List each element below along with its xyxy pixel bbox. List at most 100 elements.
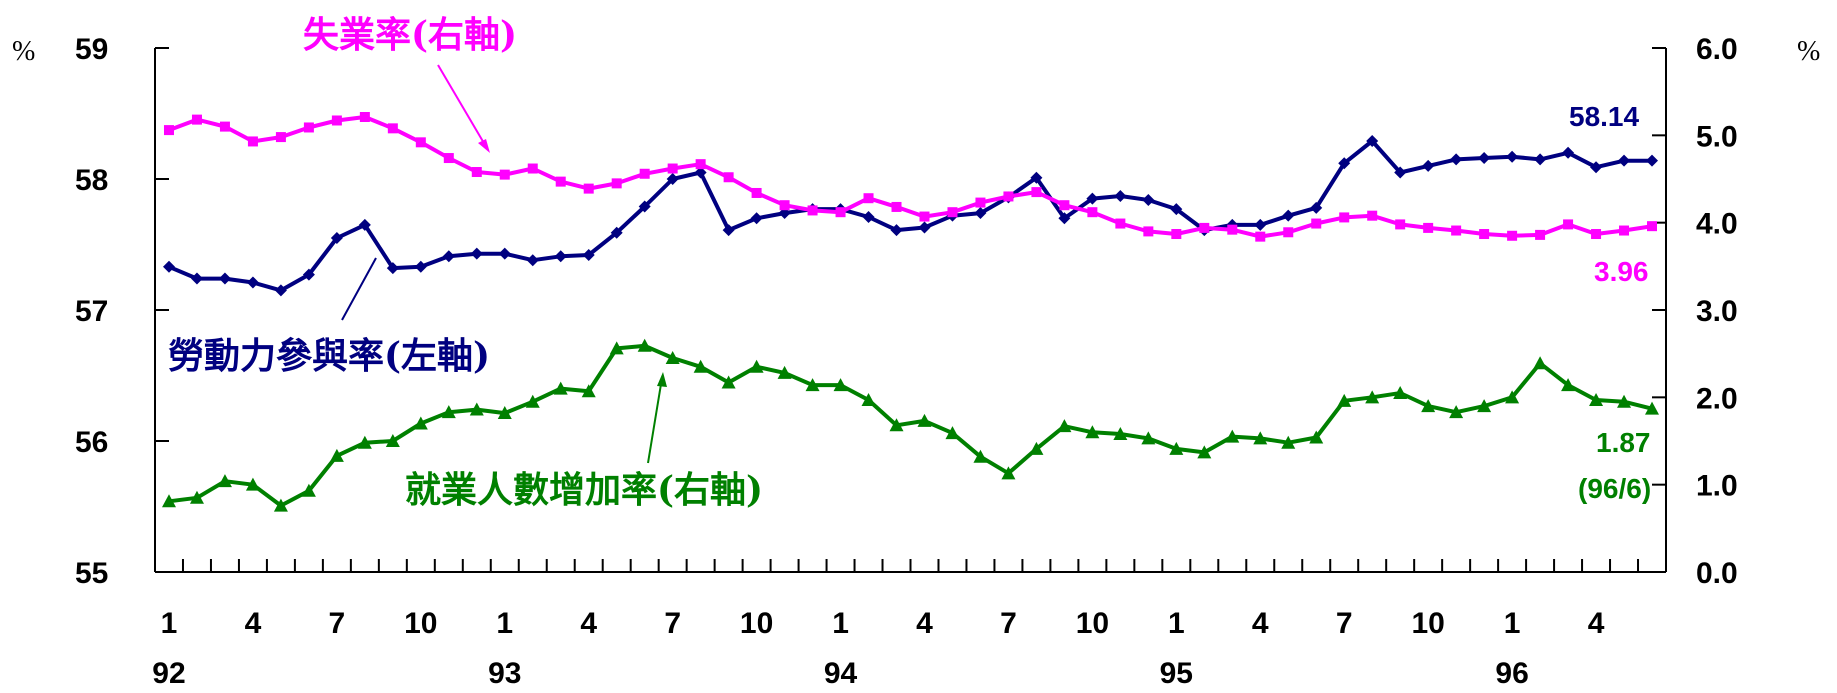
callout-arrow-employment-growth [647,377,663,464]
series-marker-1 [1087,207,1098,218]
end-sub-label-employment-growth: (96/6) [1578,473,1651,504]
series-marker-2 [1225,429,1240,443]
series-marker-1 [1423,222,1434,233]
series-marker-1 [303,122,314,133]
series-marker-2 [693,359,708,373]
series-marker-2 [1561,378,1576,392]
series-marker-0 [442,250,455,263]
series-marker-0 [862,210,875,223]
series-marker-0 [1338,157,1351,170]
series-marker-2 [777,365,792,379]
callout-arrowhead-employment-growth [657,372,667,387]
x-axis-year-label: 93 [488,657,521,690]
left-axis-tick-label: 57 [75,295,108,328]
series-marker-0 [1366,135,1379,148]
series-marker-0 [246,276,259,289]
x-axis-tick-label: 1 [496,607,513,640]
series-marker-2 [329,448,344,462]
series-marker-2 [1505,390,1520,404]
series-marker-1 [1143,226,1154,237]
series-marker-1 [1395,219,1406,230]
series-marker-2 [1617,394,1632,408]
x-axis-tick-label: 1 [161,607,178,640]
series-marker-1 [1647,221,1658,232]
series-marker-2 [721,375,736,389]
series-marker-0 [694,166,707,179]
series-marker-2 [1253,431,1268,445]
series-marker-1 [891,201,902,212]
x-axis-tick-label: 1 [1168,607,1185,640]
series-label-unemployment: 失業率(右軸) [303,14,517,56]
series-marker-2 [1001,466,1016,480]
series-marker-1 [919,211,930,222]
series-marker-1 [1031,187,1042,198]
series-marker-0 [386,262,399,275]
series-marker-1 [1171,229,1182,240]
series-marker-2 [357,435,372,449]
series-marker-1 [555,176,566,187]
series-marker-1 [695,159,706,170]
labels-layer: % % 失業率(右軸) 勞動力參與率(左軸) 就業人數增加率(右軸) 58.14… [12,14,1820,511]
right-axis-tick-label: 6.0 [1696,33,1738,66]
right-axis-tick-label: 3.0 [1696,295,1738,328]
series-marker-1 [1479,229,1490,240]
series-marker-1 [975,197,986,208]
x-axis-tick-label: 7 [1336,607,1353,640]
end-label-participation: 58.14 [1569,101,1639,132]
x-axis-tick-label: 4 [1588,607,1605,640]
series-marker-1 [1339,212,1350,223]
axes-layer: 55 56 57 58 59 0.0 1.0 2.0 3.0 4.0 5.0 6.0 1 4 7 10 1 4 7 1… [75,33,1738,690]
series-marker-2 [637,338,652,352]
series-marker-0 [526,254,539,267]
series-marker-0 [582,248,595,261]
series-marker-0 [610,226,623,239]
series-marker-0 [498,247,511,260]
series-marker-2 [889,418,904,432]
x-axis-tick-label: 1 [832,607,849,640]
series-marker-0 [414,260,427,273]
series-marker-2 [469,402,484,416]
series-marker-1 [275,132,286,143]
series-marker-1 [1199,222,1210,233]
series-marker-1 [191,114,202,125]
series-marker-1 [1255,231,1266,242]
series-marker-0 [1142,193,1155,206]
series-marker-0 [470,247,483,260]
series-marker-2 [497,406,512,420]
series-marker-2 [861,392,876,406]
series-marker-2 [1169,441,1184,455]
series-marker-1 [443,153,454,164]
series-marker-1 [359,111,370,122]
series-marker-2 [1197,445,1212,459]
series-marker-0 [1114,190,1127,203]
series-marker-2 [525,394,540,408]
series-marker-1 [471,167,482,178]
series-marker-0 [190,272,203,285]
x-axis-tick-label: 10 [740,607,773,640]
series-marker-1 [415,137,426,148]
series-marker-2 [973,449,988,463]
series-marker-0 [890,224,903,237]
series-marker-1 [387,123,398,134]
series-marker-0 [1478,152,1491,165]
series-marker-0 [358,218,371,231]
x-axis-year-label: 94 [824,657,858,690]
end-label-employment-growth: 1.87 [1596,427,1651,458]
series-marker-0 [274,284,287,297]
series-marker-0 [1646,154,1659,167]
series-marker-0 [1562,146,1575,159]
series-marker-1 [667,163,678,174]
x-axis-tick-label: 10 [1076,607,1109,640]
series-marker-1 [1283,227,1294,238]
series-marker-1 [1311,218,1322,229]
series-marker-1 [219,121,230,132]
end-label-unemployment: 3.96 [1594,256,1649,287]
series-label-participation: 勞動力參與率(左軸) [168,335,490,377]
series-marker-0 [554,250,567,263]
series-marker-1 [1115,218,1126,229]
series-marker-0 [1086,192,1099,205]
series-marker-1 [807,205,818,216]
series-marker-2 [1449,405,1464,419]
series-marker-1 [499,169,510,180]
